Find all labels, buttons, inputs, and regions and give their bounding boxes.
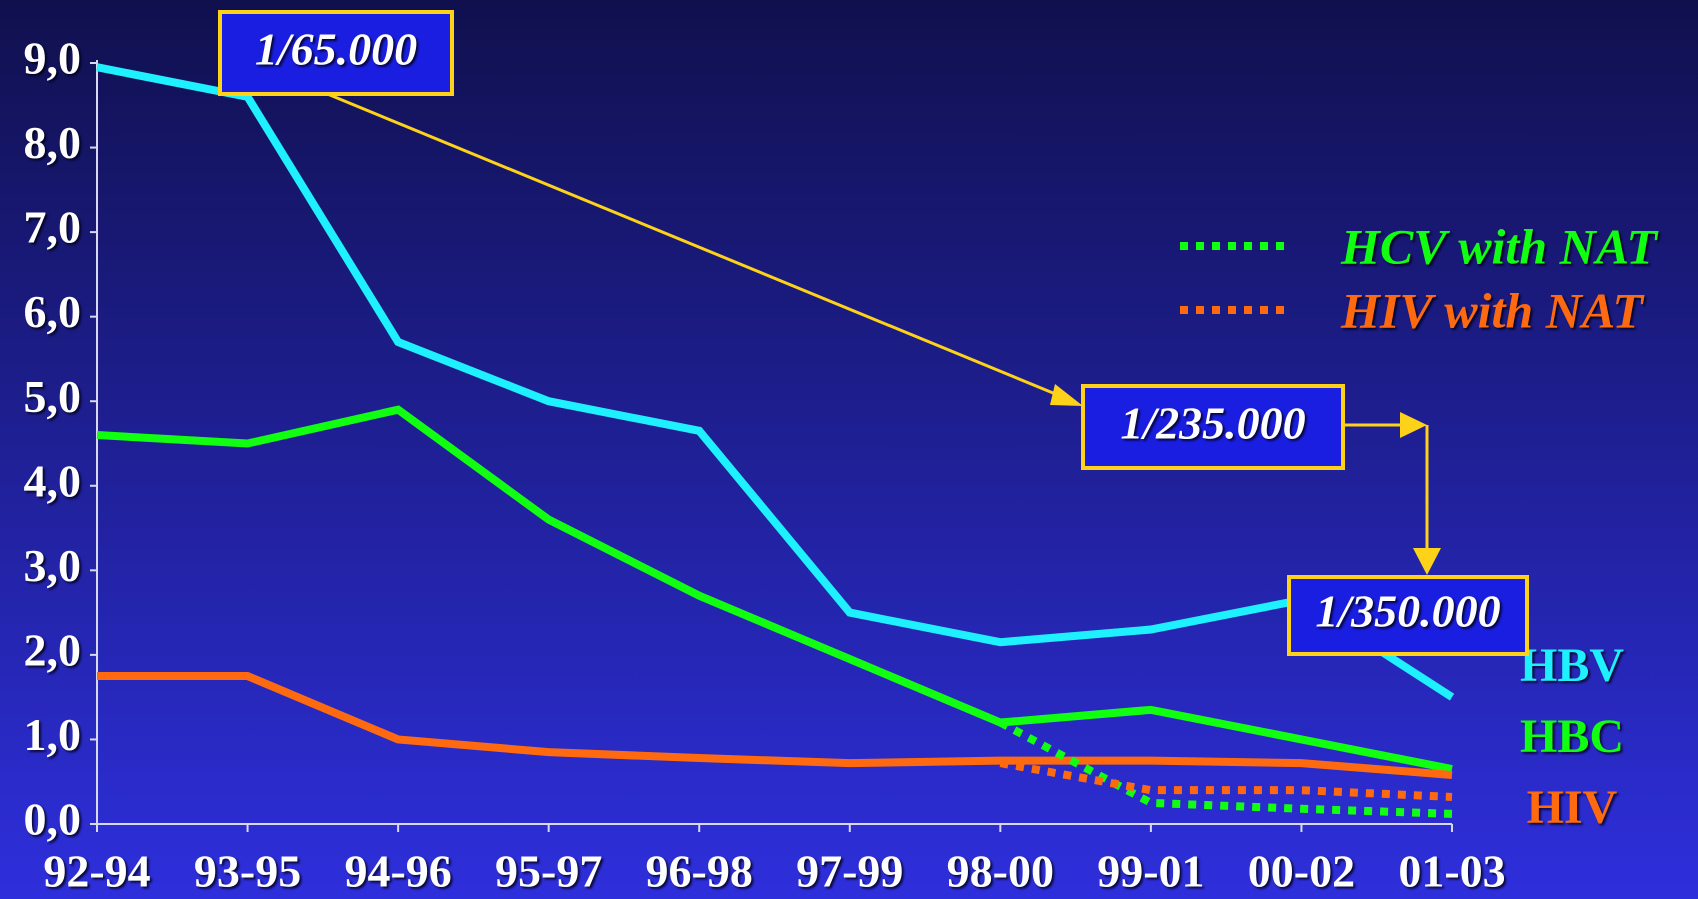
x-tick-label: 95-97 [495, 846, 602, 897]
legend-label: HIV with NAT [1340, 282, 1645, 338]
series-line [96, 405, 1453, 773]
y-tick-label: 4,0 [24, 455, 82, 506]
y-tick-label: 3,0 [24, 540, 82, 591]
x-tick-label: 94-96 [344, 846, 451, 897]
x-tick-label: 01-03 [1398, 846, 1505, 897]
annotation-text: 1/235.000 [1120, 398, 1305, 449]
series-line [998, 719, 1453, 818]
y-tick-label: 2,0 [24, 624, 82, 675]
annotation-text: 1/350.000 [1315, 586, 1500, 637]
x-tick-label: 96-98 [646, 846, 753, 897]
series-label: HBC [1520, 710, 1624, 763]
y-tick-label: 1,0 [24, 709, 82, 760]
series-line [97, 672, 1453, 779]
arrow-head [1050, 384, 1083, 406]
y-tick-label: 9,0 [24, 33, 82, 84]
y-tick-label: 8,0 [24, 117, 82, 168]
plot: 0,0 1,0 2,0 3,0 4,0 5,0 6,0 7,0 8,0 9,0 92-94 93-95… [24, 33, 1506, 897]
arrow-head [1400, 412, 1427, 438]
y-tick-label: 7,0 [24, 202, 82, 253]
legend-label: HCV with NAT [1340, 218, 1659, 274]
annotation: 1/65.000 [218, 10, 454, 96]
annotation-arrow [324, 91, 1071, 402]
series-label: HIV [1527, 781, 1618, 834]
x-tick-label: 93-95 [194, 846, 301, 897]
x-tick-label: 92-94 [43, 846, 150, 897]
annotation-box [218, 10, 454, 96]
annotation-box [1287, 575, 1529, 656]
y-tick-label: 6,0 [24, 286, 82, 337]
x-tick-label: 98-00 [947, 846, 1054, 897]
series-line [96, 63, 1455, 701]
annotation: 1/350.000 [1287, 575, 1529, 656]
series-line [999, 759, 1453, 801]
annotation: 1/235.000 [1081, 384, 1345, 470]
x-tick-label: 00-02 [1248, 846, 1355, 897]
annotation-text: 1/65.000 [255, 24, 417, 75]
arrow-head [1413, 548, 1441, 575]
y-tick-label: 0,0 [24, 794, 82, 845]
x-tick-label: 97-99 [796, 846, 903, 897]
x-tick-label: 99-01 [1097, 846, 1204, 897]
annotation-box [1081, 384, 1345, 470]
series-label: HBV [1520, 639, 1624, 692]
y-tick-label: 5,0 [24, 371, 82, 422]
